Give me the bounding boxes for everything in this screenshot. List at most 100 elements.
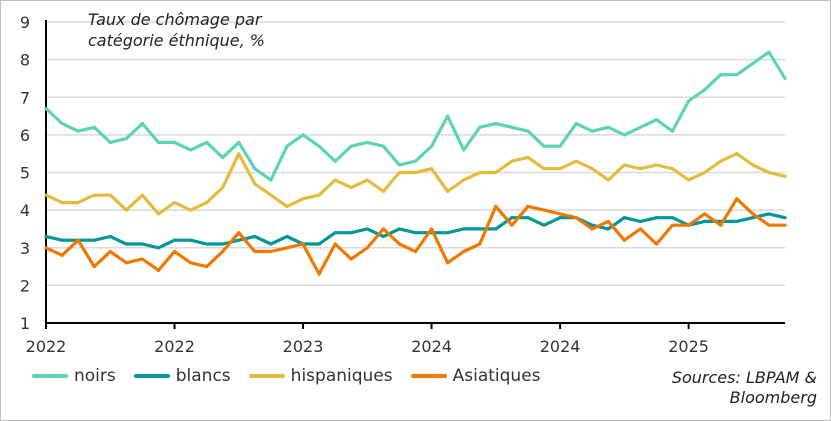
y-tick-label: 4: [20, 201, 30, 220]
data-point: [188, 208, 193, 212]
data-point: [221, 155, 225, 160]
data-point: [156, 212, 161, 216]
data-point: [446, 231, 450, 235]
data-point: [429, 144, 434, 148]
data-point: [156, 140, 161, 144]
data-point: [413, 249, 418, 254]
data-point: [558, 144, 562, 148]
data-point: [783, 174, 787, 178]
data-point: [719, 159, 723, 163]
data-point: [670, 129, 675, 133]
data-point: [751, 212, 755, 216]
data-point: [253, 234, 257, 239]
data-point: [108, 249, 112, 254]
data-point: [301, 133, 305, 137]
data-point: [349, 257, 353, 261]
data-point: [478, 242, 482, 246]
y-tick-label: 7: [20, 88, 30, 107]
data-point: [462, 178, 466, 182]
data-point: [494, 204, 498, 208]
data-point: [654, 163, 659, 167]
data-point: [285, 204, 289, 208]
y-tick-label: 6: [20, 126, 30, 145]
data-point: [140, 242, 144, 246]
data-point: [687, 223, 691, 227]
data-point: [719, 73, 723, 77]
data-point: [124, 137, 128, 141]
data-point: [365, 140, 369, 144]
data-point: [92, 193, 96, 197]
data-point: [269, 249, 273, 254]
data-point: [429, 227, 434, 231]
y-tick-label: 2: [20, 276, 30, 295]
data-point: [413, 159, 418, 163]
data-point: [44, 193, 48, 197]
data-point: [510, 223, 514, 227]
data-point: [670, 223, 675, 227]
data-point: [205, 242, 209, 246]
data-point: [767, 212, 771, 216]
data-point: [767, 170, 771, 175]
data-point: [703, 88, 707, 92]
data-point: [381, 144, 385, 148]
data-point: [172, 140, 177, 144]
data-point: [285, 246, 289, 250]
data-point: [703, 212, 707, 216]
data-point: [237, 152, 241, 156]
data-point: [76, 129, 80, 133]
data-point: [108, 234, 112, 239]
data-point: [510, 125, 514, 129]
data-point: [574, 216, 578, 220]
data-point: [574, 121, 578, 126]
data-point: [462, 227, 466, 231]
data-point: [558, 167, 562, 171]
data-point: [60, 121, 64, 126]
data-point: [76, 238, 80, 242]
data-point: [253, 167, 257, 171]
data-point: [60, 201, 64, 205]
data-point: [397, 163, 402, 167]
legend-label: hispaniques: [290, 366, 393, 386]
data-point: [188, 261, 193, 265]
data-point: [526, 155, 530, 160]
data-point: [381, 189, 385, 193]
legend-item: hispaniques: [248, 366, 393, 386]
data-point: [542, 208, 546, 212]
data-point: [526, 216, 530, 220]
data-point: [558, 212, 562, 216]
data-point: [703, 170, 707, 175]
data-point: [494, 227, 498, 231]
data-point: [333, 242, 337, 246]
legend-item: blancs: [133, 366, 231, 386]
data-point: [574, 159, 578, 163]
data-point: [670, 216, 675, 220]
data-point: [237, 140, 241, 144]
data-point: [381, 227, 385, 231]
data-point: [622, 216, 626, 220]
data-point: [735, 73, 739, 77]
data-point: [622, 238, 626, 242]
data-point: [397, 170, 402, 175]
data-point: [638, 227, 643, 231]
data-point: [349, 144, 353, 148]
data-point: [783, 216, 787, 220]
data-point: [205, 140, 209, 144]
data-point: [172, 201, 177, 205]
sources-note: Sources: LBPAM & Bloomberg: [671, 368, 817, 407]
data-point: [349, 231, 353, 235]
data-point: [269, 242, 273, 246]
data-point: [237, 231, 241, 235]
data-point: [462, 148, 466, 152]
data-point: [397, 242, 402, 246]
data-point: [767, 50, 771, 54]
data-point: [188, 148, 193, 152]
data-point: [108, 193, 112, 197]
data-point: [654, 242, 659, 246]
data-point: [622, 163, 626, 167]
data-point: [253, 249, 257, 254]
legend-label: noirs: [74, 366, 116, 386]
data-point: [44, 246, 48, 250]
data-point: [76, 201, 80, 205]
data-point: [172, 249, 177, 254]
